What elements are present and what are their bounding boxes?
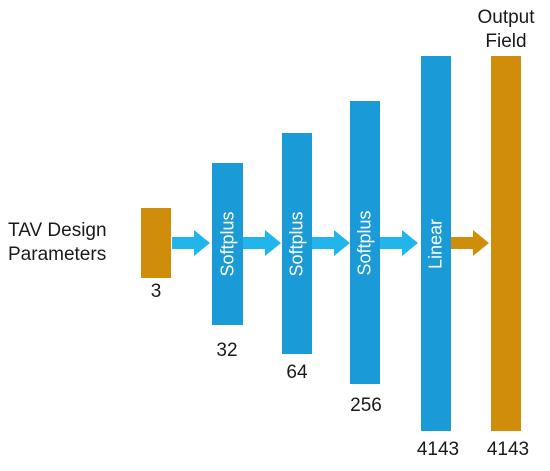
layer-1-activation: Softplus	[217, 211, 237, 277]
output-title: Output Field	[466, 6, 546, 54]
arrow-right-icon	[172, 230, 210, 256]
layer-2-size: 64	[286, 362, 308, 383]
hidden-layer-2: Softplus	[282, 133, 312, 354]
arrow-right-icon	[243, 230, 281, 256]
hidden-layer-1: Softplus	[212, 163, 243, 325]
arrow-right-icon	[312, 230, 350, 256]
layer-1-size: 32	[216, 340, 238, 361]
layer-4-activation: Linear	[425, 218, 446, 269]
input-title: TAV Design Parameters	[8, 219, 107, 267]
input-size-label: 3	[150, 281, 162, 302]
output-dense-layer: Linear	[421, 56, 451, 431]
arrow-right-icon	[451, 230, 489, 256]
arrow-right-icon	[380, 230, 418, 256]
output-title-line2: Field	[485, 31, 527, 52]
input-title-line2: Parameters	[8, 244, 107, 265]
layer-4-size: 4143	[416, 439, 460, 460]
layer-2-activation: Softplus	[286, 210, 307, 277]
output-field-block	[491, 56, 521, 431]
output-title-line1: Output	[477, 7, 535, 28]
input-layer-block	[141, 208, 171, 278]
layer-3-activation: Softplus	[354, 209, 375, 276]
input-title-line1: TAV Design	[8, 220, 107, 241]
output-size-label: 4143	[486, 439, 530, 460]
layer-3-size: 256	[350, 395, 382, 416]
hidden-layer-3: Softplus	[350, 101, 380, 384]
